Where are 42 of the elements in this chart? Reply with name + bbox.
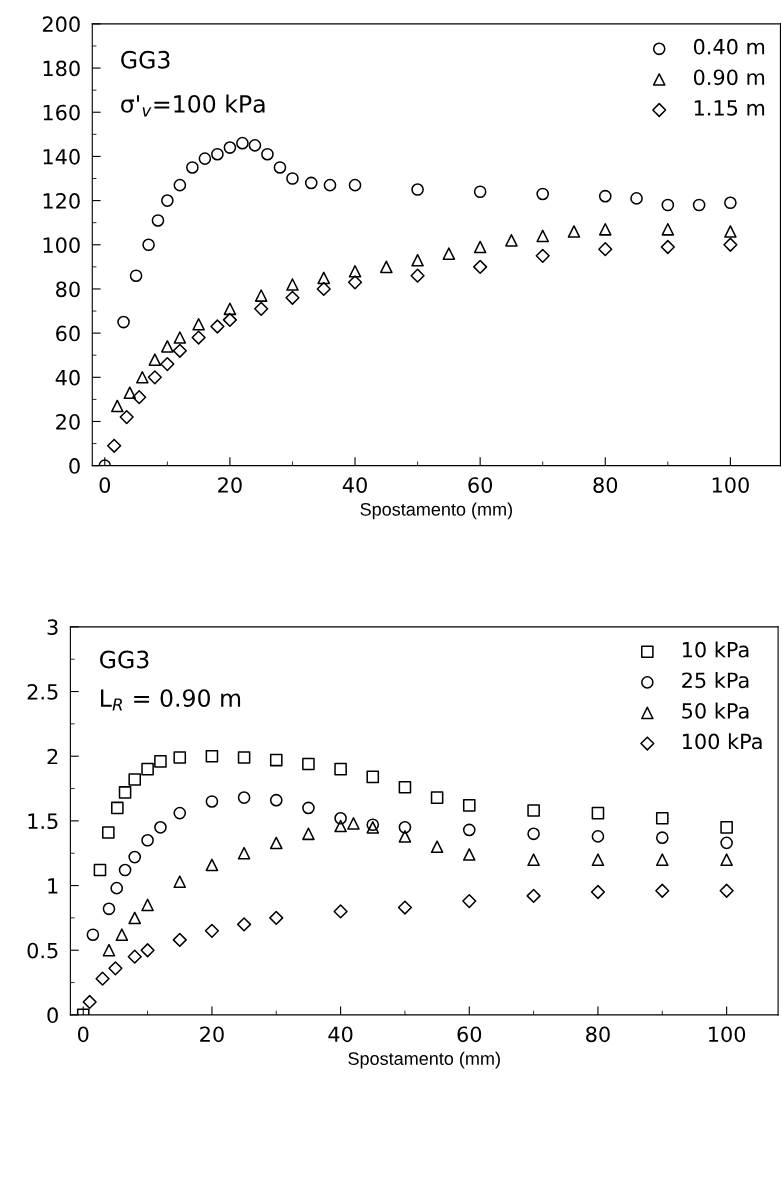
x-tick-label: 80 xyxy=(586,1026,610,1043)
x-tick-label: 20 xyxy=(218,477,242,493)
legend-label: 0.90 m xyxy=(693,69,765,86)
x-tick-label: 0 xyxy=(99,477,111,493)
x-axis-title: Spostamento (mm) xyxy=(348,1051,500,1069)
y-tick-label: 140 xyxy=(43,148,80,165)
y-tick-label: 60 xyxy=(56,325,80,342)
y-tick-label: 100 xyxy=(43,237,80,253)
y-tick-label: 180 xyxy=(43,60,80,77)
y-tick-label: 200 xyxy=(42,16,80,33)
x-axis-title: Spostamento (mm) xyxy=(360,502,512,520)
annotation: GG3 xyxy=(100,650,149,669)
y-tick-label: 80 xyxy=(56,281,80,298)
legend-label: 50 kPa xyxy=(682,702,749,719)
y-tick-label: 2.5 xyxy=(27,683,58,700)
y-tick-label: 1 xyxy=(48,878,58,894)
y-tick-label: 20 xyxy=(56,413,80,430)
x-tick-label: 100 xyxy=(712,477,749,493)
legend-label: 1.15 m xyxy=(694,100,765,116)
x-tick-label: 60 xyxy=(457,1026,482,1043)
y-tick-label: 160 xyxy=(43,104,80,121)
y-tick-label: 120 xyxy=(43,193,80,209)
legend-label: 0.40 m xyxy=(693,38,765,55)
y-tick-label: 40 xyxy=(55,369,80,386)
y-tick-label: 0 xyxy=(47,1007,58,1024)
y-tick-label: 0 xyxy=(69,458,80,474)
legend-label: 25 kPa xyxy=(682,672,749,689)
y-tick-label: 2 xyxy=(47,748,58,765)
x-tick-label: 80 xyxy=(593,477,618,493)
y-tick-label: 0.5 xyxy=(27,942,58,959)
legend-label: 10 kPa xyxy=(682,641,749,658)
y-tick-label: 1.5 xyxy=(28,813,58,830)
legend-label: 100 kPa xyxy=(682,733,762,750)
x-tick-label: 40 xyxy=(328,1026,353,1043)
x-tick-label: 100 xyxy=(709,1026,746,1043)
x-tick-label: 40 xyxy=(342,477,367,493)
annotation: L$_{R}$ = 0.90 m xyxy=(101,689,241,711)
annotation: GG3 xyxy=(121,50,170,69)
x-tick-label: 20 xyxy=(200,1026,224,1043)
x-tick-label: 60 xyxy=(468,477,493,493)
annotation: σ'$_{v}$=100 kPa xyxy=(121,94,265,117)
y-tick-label: 3 xyxy=(47,619,58,636)
